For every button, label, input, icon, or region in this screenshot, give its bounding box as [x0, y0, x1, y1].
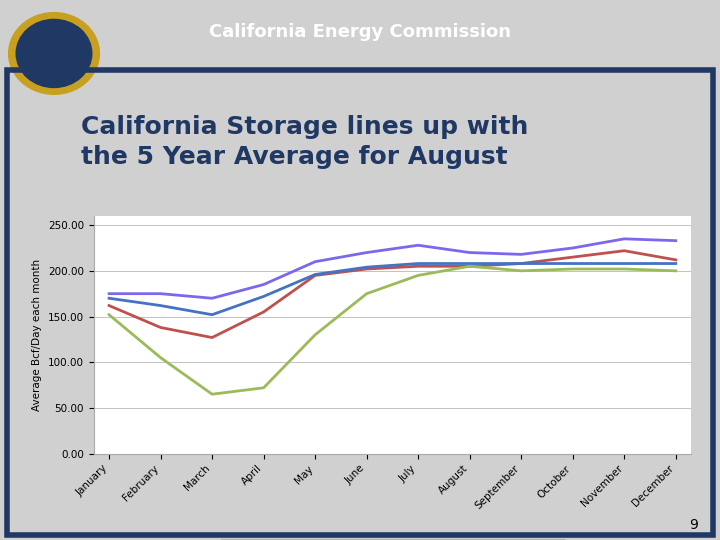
Text: California Storage lines up with
the 5 Year Average for August: California Storage lines up with the 5 Y…	[81, 115, 528, 168]
Text: 9: 9	[690, 518, 698, 532]
Circle shape	[9, 12, 99, 94]
Text: California Energy Commission: California Energy Commission	[209, 23, 511, 42]
Legend: 5 yr Max, 5 yr Avg, 5 yr Min, 2015: 5 yr Max, 5 yr Avg, 5 yr Min, 2015	[220, 539, 565, 540]
Y-axis label: Average Bcf/Day each month: Average Bcf/Day each month	[32, 259, 42, 411]
Circle shape	[17, 19, 92, 87]
